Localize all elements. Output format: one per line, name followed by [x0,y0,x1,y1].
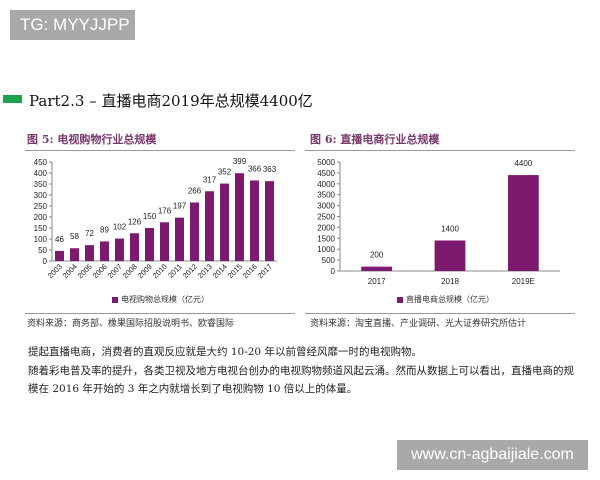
y-tick-label: 100 [34,235,48,244]
bar-2014 [220,183,229,261]
bar-2008 [130,233,139,261]
y-tick-label: 450 [34,158,48,167]
bar-2011 [175,217,184,261]
watermark-top-left: TG: MYYJJPP [10,10,135,40]
y-tick-label: 4500 [317,169,335,178]
data-label-2008: 126 [128,217,142,226]
bar-2004 [70,248,79,261]
chart6-divider [305,150,575,151]
section-heading: Part2.3 – 直播电商2019年总规模4400亿 [29,92,313,110]
data-label-2009: 150 [143,212,157,221]
x-tick-label: 2018 [441,277,459,286]
x-tick-label: 2017 [368,277,386,286]
y-tick-label: 350 [34,180,48,189]
data-label-2007: 102 [113,223,127,232]
y-tick-label: 5000 [317,158,335,167]
watermark-bottom-right: www.cn-agbaijiale.com [397,440,588,470]
bar-2018 [434,240,466,271]
legend-swatch [397,296,403,303]
y-tick-label: 0 [331,267,336,276]
y-tick-label: 1500 [317,234,335,243]
data-label-2013: 317 [203,175,217,184]
data-label-2011: 197 [173,202,187,211]
data-label-2018: 1400 [441,224,459,233]
data-label-2015: 399 [233,157,247,166]
bar-2017 [265,181,274,261]
data-label-2019E: 4400 [514,159,532,168]
chart6-title: 图 6: 直播电商行业总规模 [310,133,440,146]
y-tick-label: 4000 [317,180,335,189]
bar-2003 [55,250,64,261]
bar-2015 [235,173,244,261]
chart6-legend: 直播电商总规模（亿元） [397,294,494,305]
y-tick-label: 2500 [317,213,335,222]
legend-swatch [112,296,118,303]
bar-2009 [145,228,154,261]
data-label-2003: 46 [55,235,64,244]
chart5-title: 图 5: 电视购物行业总规模 [27,133,157,146]
chart6-legend-label: 直播电商总规模（亿元） [406,295,494,304]
data-label-2005: 72 [85,229,94,238]
chart5-divider [25,150,295,151]
y-tick-label: 250 [34,202,48,211]
y-tick-label: 200 [34,213,48,222]
y-tick-label: 3500 [317,191,335,200]
bar-2005 [85,245,94,261]
data-label-2014: 352 [218,168,232,177]
y-tick-label: 150 [34,224,48,233]
chart5-source: 资料来源：商务部、橡果国际招股说明书、欧睿国际 [27,319,235,329]
y-tick-label: 1000 [317,245,335,254]
data-label-2017: 363 [263,165,277,174]
y-tick-label: 50 [38,246,47,255]
bar-2006 [100,241,109,261]
y-tick-label: 3000 [317,202,335,211]
x-tick-label: 2019E [512,277,535,286]
y-tick-label: 500 [322,256,336,265]
bar-2016 [250,180,259,261]
data-label-2004: 58 [70,232,79,241]
bar-2010 [160,222,169,261]
paragraph-line-1: 提起直播电商，消费者的直观反应就是大约 10-20 年以前曾经风靡一时的电视购物… [28,346,422,358]
chart6-source-divider [305,313,575,314]
bar-2012 [190,202,199,261]
chart5-legend-label: 电视购物总规模（亿元） [121,295,209,304]
chart5-plot: 0501001502002503003504004504620035820047… [34,157,277,280]
section-marker [3,95,22,103]
paragraph-line-3: 模在 2016 年开始的 3 年之内就增长到了电视购物 10 倍以上的体量。 [28,383,358,395]
chart5-legend: 电视购物总规模（亿元） [112,294,209,305]
bar-2017 [361,266,393,271]
y-tick-label: 2000 [317,223,335,232]
data-label-2006: 89 [100,225,109,234]
bar-2013 [205,191,214,261]
bar-2007 [115,238,124,261]
bar-2019E [507,175,539,271]
chart5-source-divider [25,313,295,314]
data-label-2016: 366 [248,164,262,173]
y-tick-label: 400 [34,169,48,178]
y-tick-label: 0 [43,257,48,266]
chart6-source: 资料来源：淘宝直播、产业调研、光大证券研究所估计 [310,319,527,329]
y-tick-label: 300 [34,191,48,200]
paragraph-line-2: 随着彩电普及率的提升，各类卫视及地方电视台创办的电视购物频道风起云涌。然而从数据… [28,365,574,377]
data-label-2012: 266 [188,186,202,195]
data-label-2010: 176 [158,206,172,215]
data-label-2017: 200 [370,251,384,260]
